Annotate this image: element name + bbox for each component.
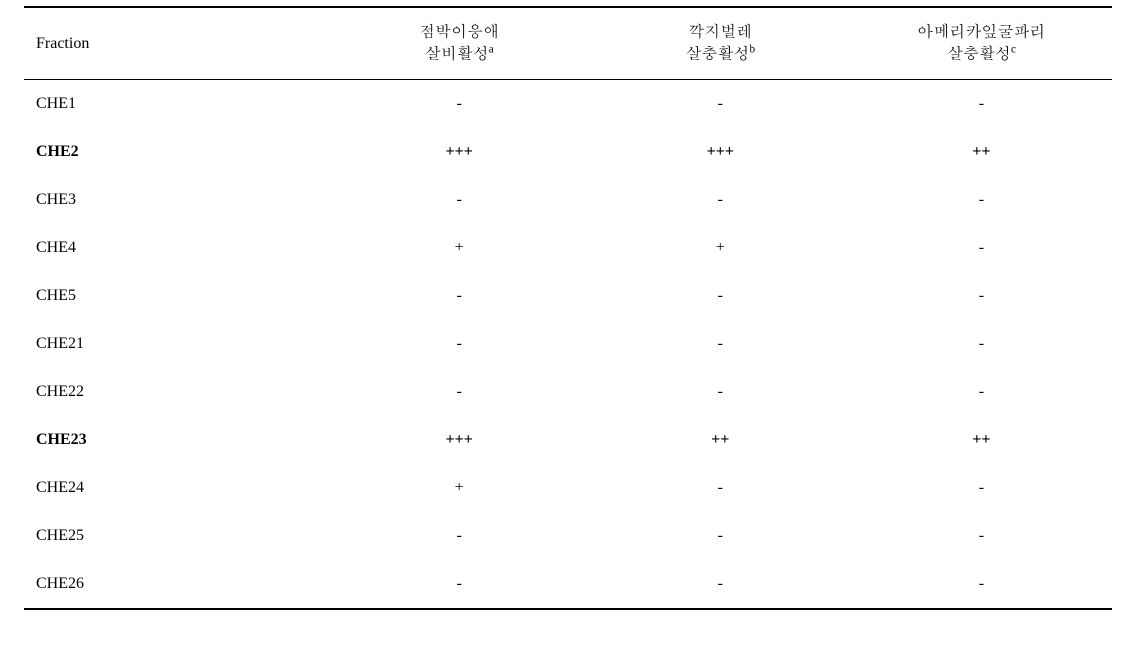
- value-cell: -: [851, 176, 1112, 224]
- table-row: CHE25---: [24, 512, 1112, 560]
- value-cell: -: [590, 560, 851, 609]
- col-header-2-line2: 살충활성b: [590, 44, 851, 66]
- table-row: CHE5---: [24, 272, 1112, 320]
- value-cell: ++: [851, 128, 1112, 176]
- value-cell: -: [590, 272, 851, 320]
- value-cell: +: [590, 224, 851, 272]
- fraction-cell: CHE21: [24, 320, 329, 368]
- table-row: CHE23+++++++: [24, 416, 1112, 464]
- value-cell: +++: [590, 128, 851, 176]
- value-cell: -: [851, 512, 1112, 560]
- col-header-3-line2: 살충활성c: [851, 44, 1112, 66]
- value-cell: +++: [329, 128, 590, 176]
- fraction-cell: CHE4: [24, 224, 329, 272]
- activity-table-wrapper: Fraction 점박이응애 살비활성a 깍지벌레 살충활성b 아메리카잎굴파리: [0, 0, 1136, 610]
- table-row: CHE21---: [24, 320, 1112, 368]
- value-cell: ++: [851, 416, 1112, 464]
- col-header-3-sup: c: [1011, 43, 1016, 55]
- value-cell: -: [590, 176, 851, 224]
- col-header-3: 아메리카잎굴파리 살충활성c: [851, 7, 1112, 80]
- col-header-3-line1: 아메리카잎굴파리: [851, 22, 1112, 44]
- table-row: CHE3---: [24, 176, 1112, 224]
- value-cell: -: [590, 464, 851, 512]
- table-row: CHE24+--: [24, 464, 1112, 512]
- activity-table: Fraction 점박이응애 살비활성a 깍지벌레 살충활성b 아메리카잎굴파리: [24, 6, 1112, 610]
- col-header-1-line2-text: 살비활성: [425, 46, 489, 63]
- table-body: CHE1---CHE2++++++++CHE3---CHE4++-CHE5---…: [24, 80, 1112, 610]
- value-cell: -: [329, 512, 590, 560]
- col-header-fraction-label: Fraction: [36, 35, 89, 52]
- col-header-2-sup: b: [749, 43, 755, 55]
- col-header-2-line1: 깍지벌레: [590, 22, 851, 44]
- value-cell: -: [851, 368, 1112, 416]
- fraction-cell: CHE24: [24, 464, 329, 512]
- value-cell: -: [590, 512, 851, 560]
- col-header-2-line2-text: 살충활성: [685, 46, 749, 63]
- table-row: CHE26---: [24, 560, 1112, 609]
- value-cell: -: [329, 176, 590, 224]
- value-cell: +: [329, 464, 590, 512]
- value-cell: +++: [329, 416, 590, 464]
- table-row: CHE1---: [24, 80, 1112, 129]
- fraction-cell: CHE2: [24, 128, 329, 176]
- value-cell: -: [590, 320, 851, 368]
- fraction-cell: CHE5: [24, 272, 329, 320]
- col-header-1-line1: 점박이응애: [329, 22, 590, 44]
- table-row: CHE2++++++++: [24, 128, 1112, 176]
- value-cell: -: [851, 464, 1112, 512]
- col-header-1: 점박이응애 살비활성a: [329, 7, 590, 80]
- col-header-1-sup: a: [489, 43, 494, 55]
- col-header-2: 깍지벌레 살충활성b: [590, 7, 851, 80]
- fraction-cell: CHE23: [24, 416, 329, 464]
- fraction-cell: CHE22: [24, 368, 329, 416]
- table-header-row: Fraction 점박이응애 살비활성a 깍지벌레 살충활성b 아메리카잎굴파리: [24, 7, 1112, 80]
- value-cell: -: [851, 224, 1112, 272]
- col-header-1-line2: 살비활성a: [329, 44, 590, 66]
- table-row: CHE22---: [24, 368, 1112, 416]
- value-cell: ++: [590, 416, 851, 464]
- col-header-fraction: Fraction: [24, 7, 329, 80]
- value-cell: -: [851, 80, 1112, 129]
- value-cell: -: [329, 560, 590, 609]
- value-cell: -: [851, 320, 1112, 368]
- value-cell: -: [851, 560, 1112, 609]
- value-cell: -: [590, 80, 851, 129]
- table-row: CHE4++-: [24, 224, 1112, 272]
- fraction-cell: CHE3: [24, 176, 329, 224]
- value-cell: -: [329, 320, 590, 368]
- col-header-3-line2-text: 살충활성: [947, 46, 1011, 63]
- fraction-cell: CHE25: [24, 512, 329, 560]
- fraction-cell: CHE1: [24, 80, 329, 129]
- value-cell: -: [851, 272, 1112, 320]
- value-cell: -: [329, 368, 590, 416]
- fraction-cell: CHE26: [24, 560, 329, 609]
- value-cell: +: [329, 224, 590, 272]
- value-cell: -: [590, 368, 851, 416]
- value-cell: -: [329, 80, 590, 129]
- value-cell: -: [329, 272, 590, 320]
